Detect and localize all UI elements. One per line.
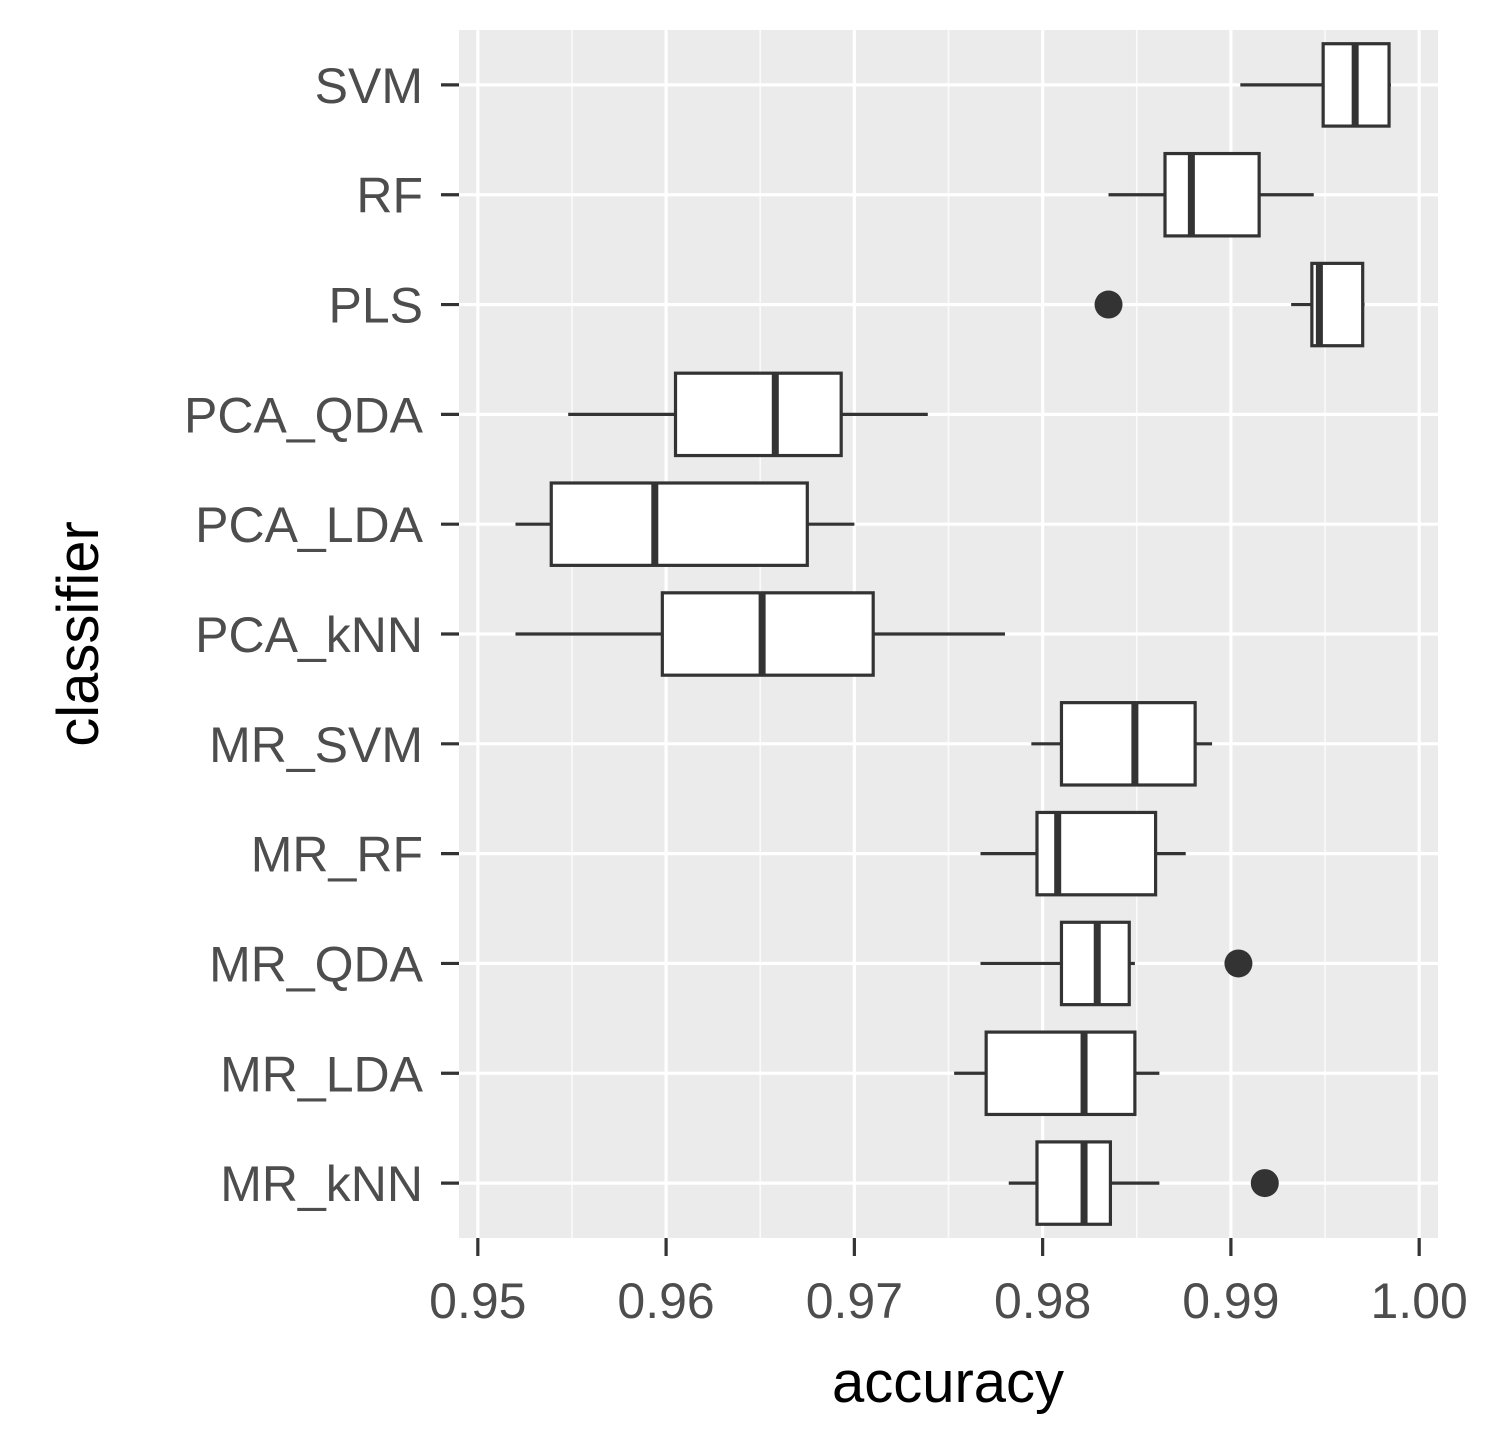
box-series (515, 42, 1391, 1226)
x-tick-label: 0.99 (1182, 1273, 1279, 1329)
x-tick-label: 0.97 (806, 1273, 903, 1329)
y-axis-title: classifier (46, 521, 111, 747)
box-mr-rf (980, 810, 1186, 897)
box-iqr (984, 1030, 1137, 1117)
outlier-point (1224, 949, 1253, 978)
y-tick-label: SVM (315, 58, 423, 114)
y-axis: SVM RF PLS PCA_QDA PCA_LDA PCA_kNN MR_SVM MR_RF… (184, 58, 459, 1212)
y-tick-label: MR_RF (251, 827, 423, 883)
box-iqr (673, 371, 843, 458)
y-tick-label: MR_LDA (220, 1046, 423, 1102)
box-rf (1108, 151, 1314, 238)
y-tick-label: MR_kNN (220, 1156, 423, 1212)
y-tick-label: PCA_QDA (184, 387, 424, 443)
box-mr-qda (980, 920, 1253, 1007)
box-iqr (1035, 1140, 1113, 1226)
x-tick-label: 0.96 (617, 1273, 714, 1329)
x-axis-title: accuracy (832, 1350, 1064, 1415)
box-iqr (660, 591, 875, 677)
x-tick-label: 0.95 (429, 1273, 526, 1329)
box-iqr (1059, 701, 1197, 787)
x-tick-label: 1.00 (1371, 1273, 1468, 1329)
y-tick-label: PCA_LDA (195, 497, 424, 553)
box-mr-knn (1008, 1140, 1279, 1226)
box-iqr (549, 481, 809, 567)
outlier-point (1250, 1169, 1279, 1198)
box-svm (1240, 42, 1391, 128)
box-iqr (1163, 151, 1261, 238)
y-tick-label: MR_SVM (209, 717, 423, 773)
y-tick-label: PCA_kNN (195, 607, 423, 663)
box-mr-svm (1031, 701, 1213, 787)
box-mr-lda (954, 1030, 1160, 1117)
y-tick-label: RF (356, 168, 423, 224)
x-tick-label: 0.98 (994, 1273, 1091, 1329)
box-pca-knn (515, 591, 1005, 677)
box-pca-lda (515, 481, 855, 567)
box-pca-qda (568, 371, 928, 458)
y-tick-label: PLS (328, 278, 423, 334)
box-pls (1094, 261, 1365, 348)
outlier-point (1094, 290, 1123, 319)
x-axis: 0.95 0.96 0.97 0.98 0.99 1.00 (429, 1238, 1468, 1329)
major-gridlines (459, 30, 1438, 1238)
y-tick-label: MR_QDA (209, 936, 424, 992)
